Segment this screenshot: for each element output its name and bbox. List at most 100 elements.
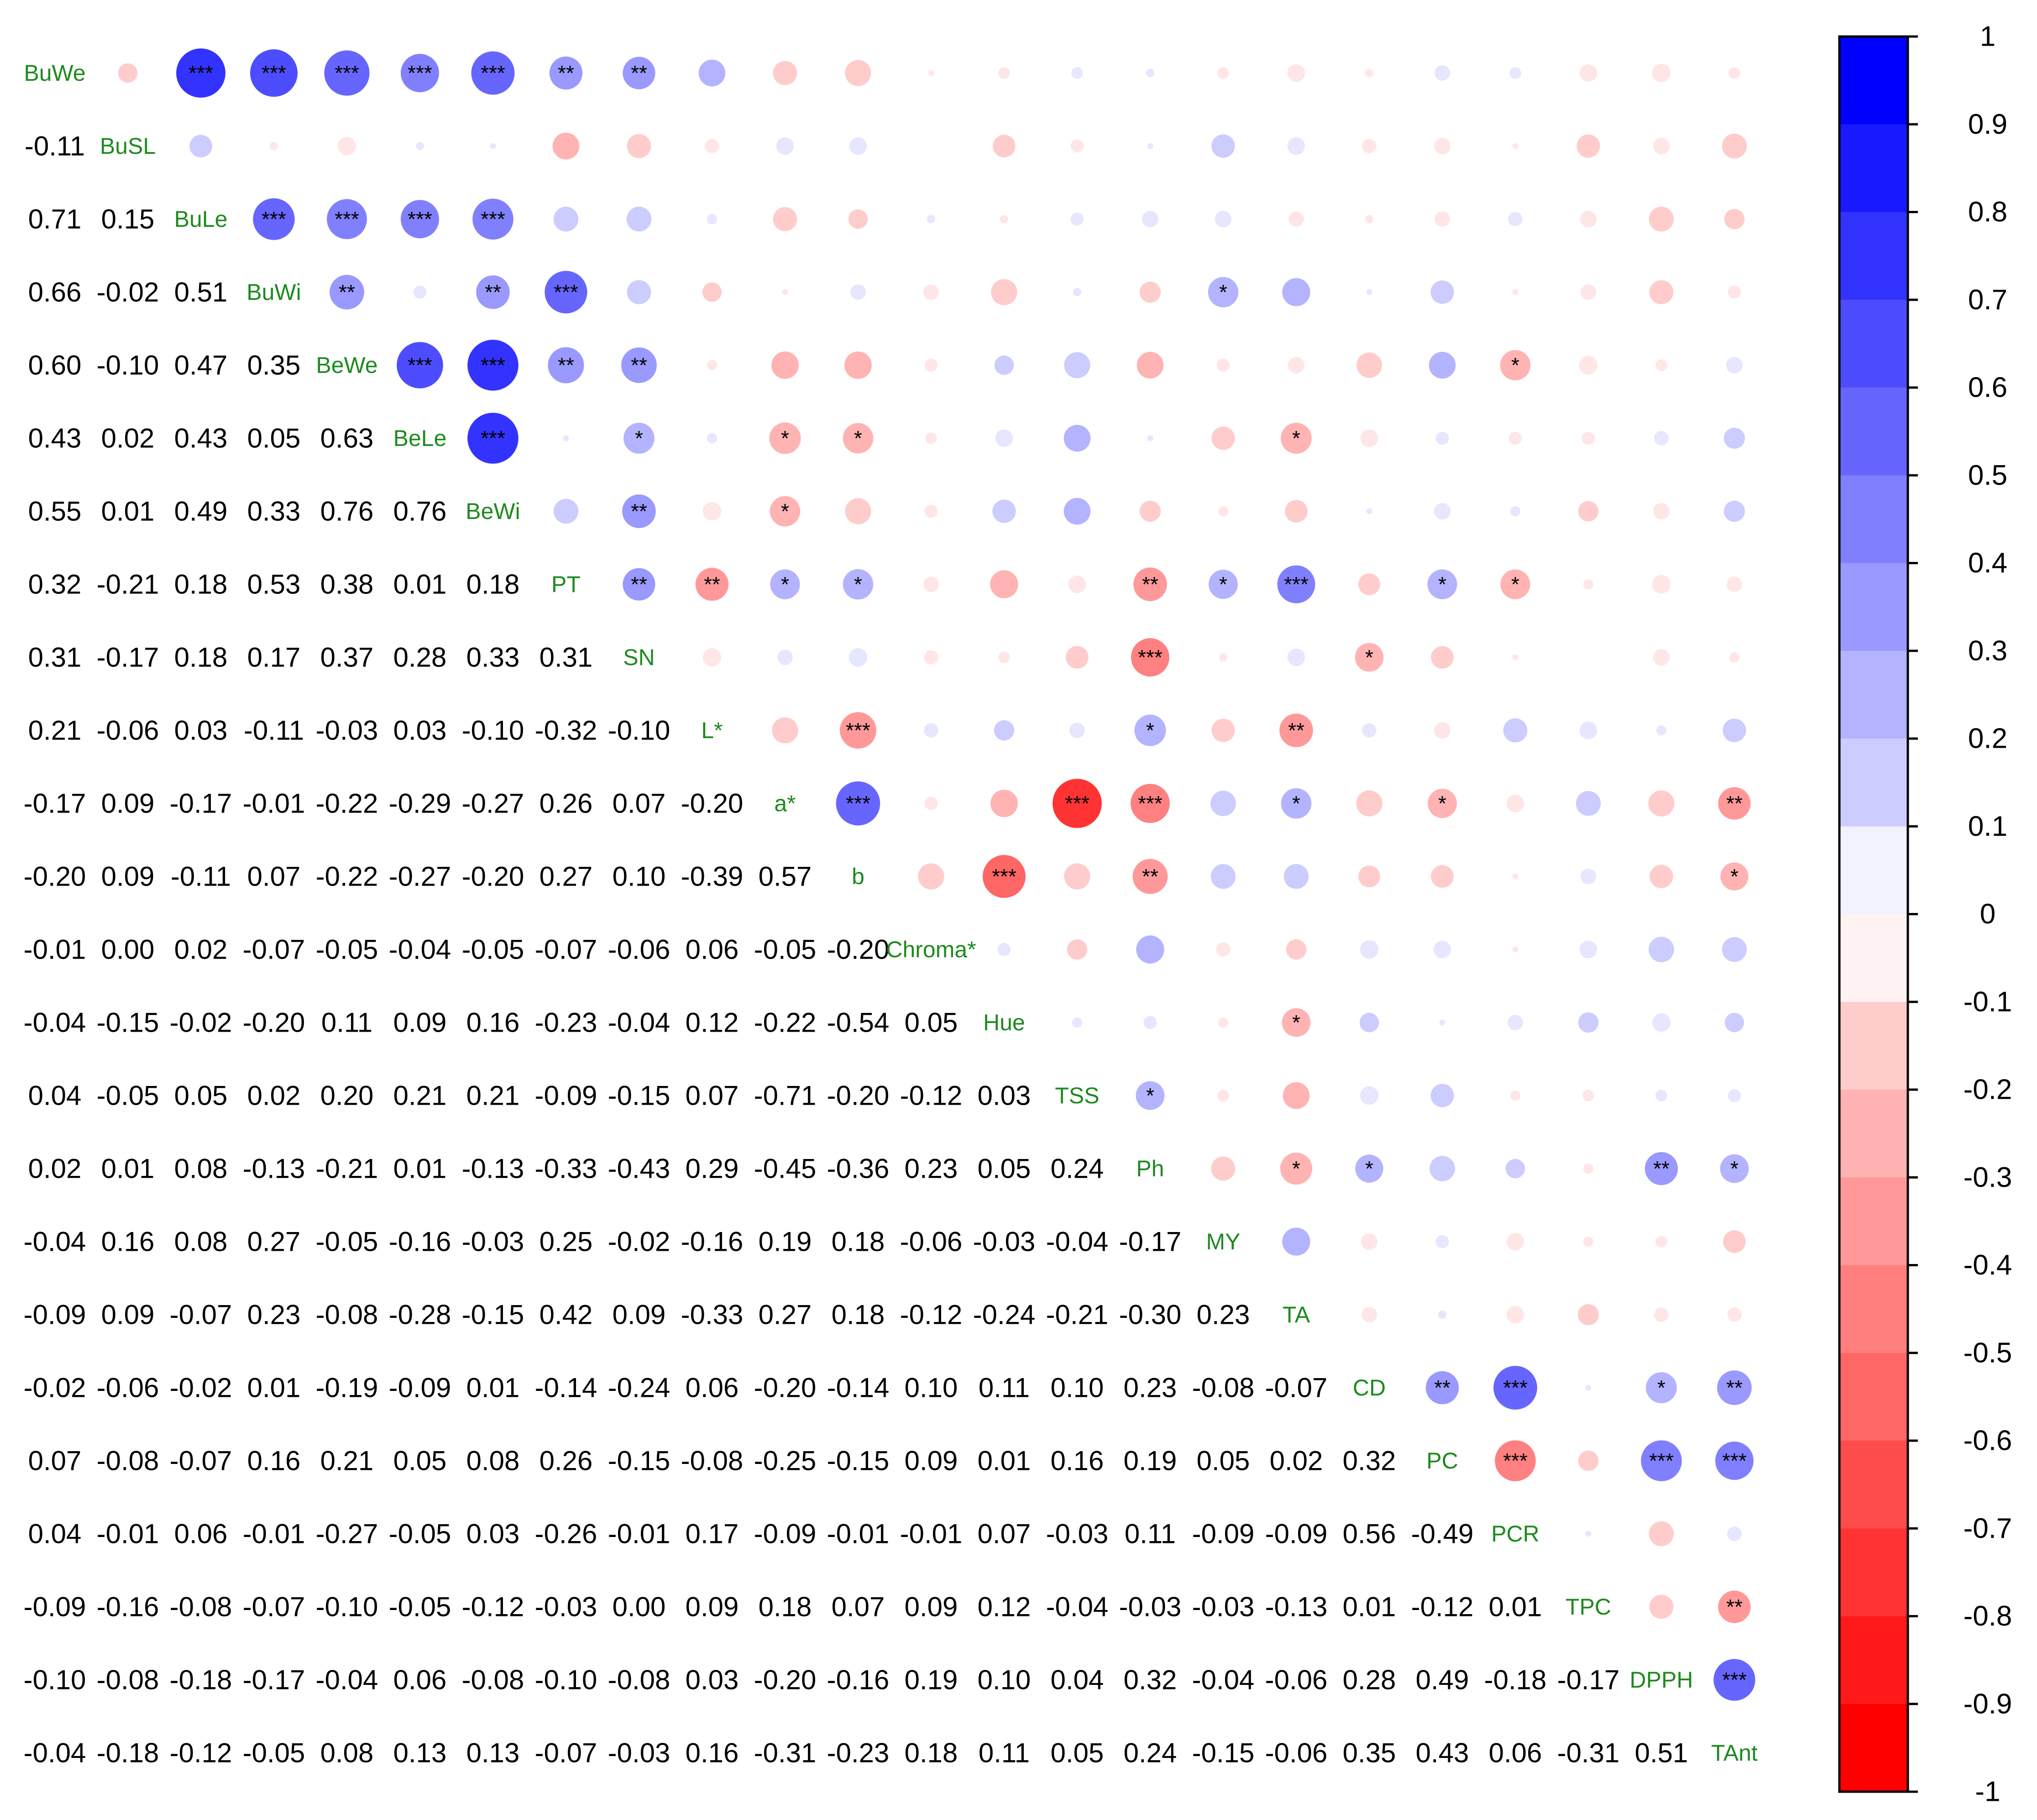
value-buwi-bule: 0.51 (174, 277, 228, 308)
diag-label-bule: BuLe (174, 206, 228, 232)
value-pcr-pt: -0.26 (535, 1519, 597, 1549)
circle-astar-cd (1356, 790, 1382, 817)
sig-cd-pc: ** (1434, 1376, 1451, 1400)
value-dpph-ph: 0.32 (1124, 1665, 1177, 1695)
circle-lstar-ta (1279, 713, 1313, 747)
value-lstar-buwe: 0.21 (28, 715, 82, 746)
circle-bewe-b (844, 351, 872, 379)
sig-bele-bewi: *** (481, 426, 505, 450)
circle-cd-tant (1717, 1370, 1752, 1405)
circle-astar-chromastar (924, 797, 938, 810)
value-tpc-pc: -0.12 (1411, 1592, 1474, 1622)
circle-sn-tpc (1587, 656, 1590, 659)
circle-hue-tpc (1578, 1012, 1599, 1033)
circle-buwi-sn (627, 280, 651, 304)
colorbar-bin (1839, 299, 1908, 388)
circle-astar-ph (1131, 784, 1170, 823)
value-bewi-bewe: 0.76 (320, 496, 374, 527)
circle-bele-bewi (467, 413, 518, 464)
value-buwi-buwe: 0.66 (28, 277, 82, 308)
value-ph-buwi: -0.13 (243, 1154, 305, 1184)
circle-buwi-ta (1282, 278, 1310, 306)
value-tant-b: -0.23 (827, 1738, 890, 1768)
circle-hue-pcr (1508, 1015, 1523, 1030)
circle-chromastar-pcr (1512, 946, 1519, 953)
value-ta-my: 0.23 (1197, 1300, 1250, 1330)
circle-my-ta (1282, 1227, 1310, 1256)
colorbar-bin (1839, 563, 1908, 651)
circle-pt-tant (1727, 577, 1742, 592)
circle-bele-tant (1723, 427, 1745, 449)
circle-bele-pcr (1508, 431, 1522, 445)
circle-bewi-pt (553, 498, 579, 524)
circle-bele-dpph (1654, 431, 1669, 446)
circle-pt-sn (623, 568, 655, 601)
circle-bewe-sn (621, 347, 657, 383)
sig-ph-ta: * (1292, 1157, 1300, 1180)
circle-bewi-dpph (1653, 503, 1670, 520)
value-tss-chromastar: -0.12 (900, 1080, 963, 1111)
circle-buwi-bele (413, 285, 427, 299)
value-cd-buwe: -0.02 (24, 1373, 86, 1403)
colorbar-tick-label: -1 (1975, 1776, 2000, 1808)
circle-busl-buwi (269, 142, 278, 151)
value-bewe-busl: -0.10 (97, 350, 159, 381)
value-pc-astar: -0.25 (754, 1446, 817, 1476)
circle-busl-bele (415, 142, 424, 151)
circle-pc-pcr (1495, 1440, 1536, 1481)
colorbar-tick-label: -0.4 (1964, 1249, 2012, 1281)
value-tant-bewi: 0.13 (466, 1738, 520, 1768)
colorbar-tick-label: -0.8 (1964, 1600, 2012, 1632)
value-cd-bewe: -0.19 (316, 1373, 378, 1403)
sig-buwe-sn: ** (631, 61, 647, 85)
sig-astar-b: *** (846, 792, 870, 815)
circle-bewe-pc (1429, 351, 1456, 379)
circle-busl-astar (776, 137, 794, 155)
sig-bule-bele: *** (408, 207, 432, 231)
diag-label-cd: CD (1353, 1375, 1386, 1400)
value-tss-pt: -0.09 (535, 1080, 597, 1111)
sig-bewe-bewi: *** (481, 353, 505, 377)
value-hue-buwe: -0.04 (24, 1007, 86, 1038)
value-pcr-tss: -0.03 (1046, 1519, 1109, 1549)
circle-ph-my (1211, 1156, 1236, 1181)
value-bewe-bule: 0.47 (174, 350, 228, 381)
sig-pt-pcr: * (1511, 572, 1519, 596)
circle-bule-hue (1000, 215, 1009, 224)
sig-buwe-bele: *** (408, 61, 432, 85)
circle-sn-hue (998, 651, 1010, 663)
value-pcr-hue: 0.07 (978, 1519, 1031, 1549)
sig-bewe-pcr: * (1511, 353, 1519, 377)
sig-ph-cd: * (1365, 1157, 1373, 1180)
circle-my-pc (1435, 1235, 1449, 1248)
circle-bewi-sn (622, 494, 656, 528)
circle-busl-tss (1070, 139, 1084, 153)
value-pc-buwi: 0.16 (247, 1446, 301, 1476)
circle-chromastar-cd (1360, 940, 1379, 959)
value-bele-buwi: 0.05 (247, 423, 301, 454)
circle-busl-my (1211, 134, 1235, 158)
circle-lstar-astar (772, 717, 798, 744)
circle-pt-pcr (1500, 569, 1530, 599)
value-chromastar-bewe: -0.05 (316, 934, 378, 965)
colorbar-bin (1839, 1441, 1908, 1529)
circle-astar-pcr (1506, 794, 1524, 813)
sig-cd-dpph: * (1657, 1376, 1665, 1400)
value-dpph-bewi: -0.08 (462, 1665, 524, 1695)
value-bele-busl: 0.02 (101, 423, 155, 454)
circle-b-my (1210, 864, 1236, 889)
colorbar-tick-label: 0.1 (1968, 811, 2007, 842)
value-tpc-buwe: -0.09 (24, 1592, 86, 1622)
circle-bewe-tss (1064, 352, 1090, 378)
circle-tss-ph (1136, 1081, 1165, 1110)
circle-sn-ph (1131, 638, 1169, 677)
circle-buwe-hue (998, 67, 1010, 79)
value-tant-ta: -0.06 (1265, 1738, 1328, 1768)
value-pcr-ta: -0.09 (1265, 1519, 1328, 1549)
circle-bewi-tss (1063, 498, 1091, 525)
circle-buwi-hue (991, 279, 1017, 305)
circle-bele-astar (769, 422, 801, 454)
sig-sn-ph: *** (1138, 645, 1163, 669)
circle-sn-b (848, 648, 868, 667)
value-pc-ta: 0.02 (1270, 1446, 1323, 1476)
